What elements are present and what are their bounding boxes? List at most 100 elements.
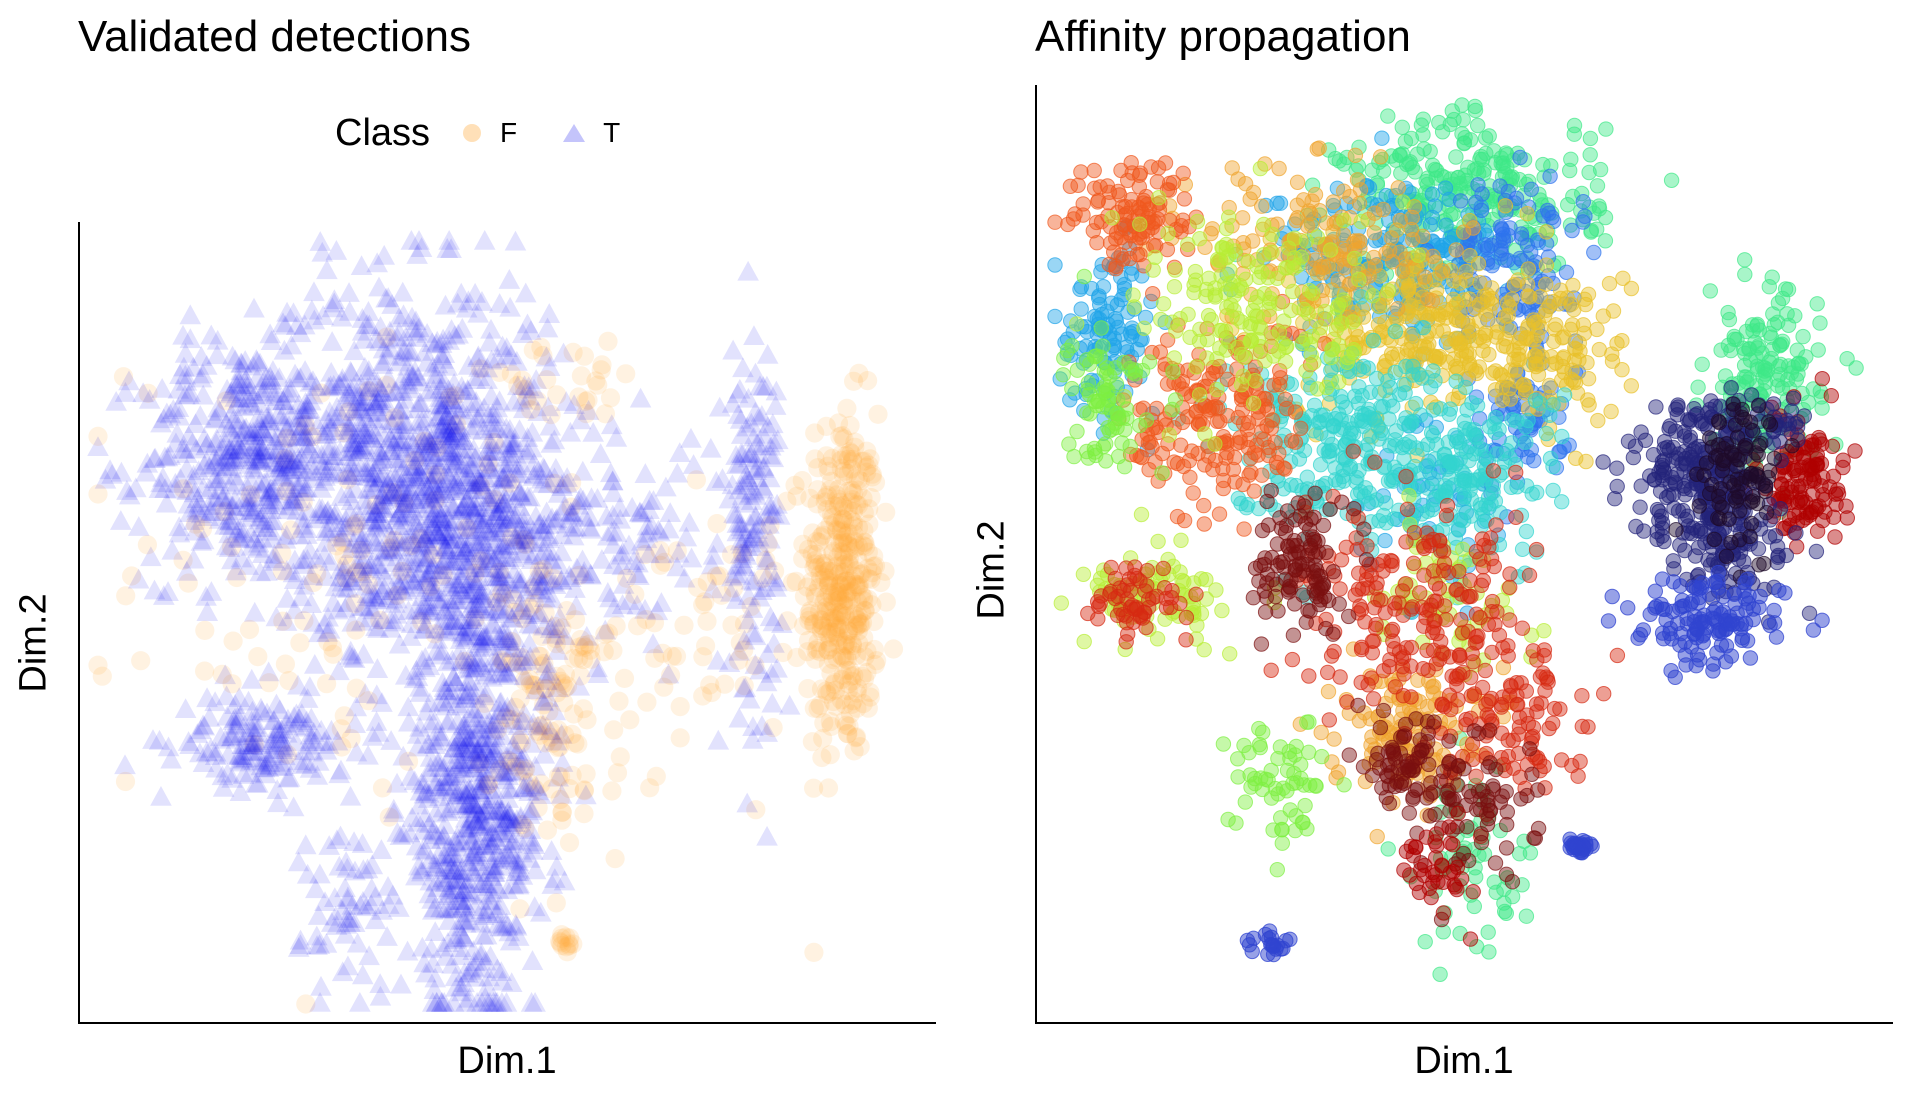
point-triangle — [471, 730, 493, 751]
point-triangle — [500, 452, 522, 473]
point-triangle — [308, 622, 330, 643]
point-triangle — [352, 890, 374, 911]
point-triangle — [366, 658, 389, 678]
point-circle — [1476, 162, 1492, 178]
point-triangle — [390, 431, 413, 452]
point-triangle — [544, 574, 567, 594]
point-triangle — [410, 533, 433, 553]
point-circle — [551, 767, 571, 787]
point-triangle — [409, 434, 432, 455]
point-triangle — [443, 615, 465, 635]
point-triangle — [459, 779, 482, 800]
point-triangle — [737, 470, 760, 490]
point-triangle — [736, 792, 758, 813]
point-triangle — [345, 696, 368, 717]
point-circle — [1761, 354, 1777, 370]
point-circle — [533, 559, 553, 580]
point-circle — [834, 498, 854, 518]
point-triangle — [349, 992, 371, 1012]
point-circle — [514, 379, 535, 399]
point-triangle — [483, 778, 505, 799]
point-triangle — [225, 714, 248, 735]
point-circle — [826, 680, 846, 700]
point-circle — [503, 653, 523, 673]
point-triangle — [469, 742, 492, 763]
point-triangle — [359, 597, 382, 617]
point-triangle — [395, 467, 418, 488]
point-triangle — [208, 479, 230, 500]
point-triangle — [529, 579, 551, 600]
point-triangle — [413, 783, 436, 804]
point-triangle — [462, 792, 484, 813]
point-triangle — [406, 442, 429, 463]
point-triangle — [212, 486, 235, 506]
point-circle — [1538, 224, 1554, 240]
point-triangle — [610, 544, 633, 565]
point-triangle — [472, 505, 495, 526]
point-triangle — [463, 846, 486, 867]
point-circle — [336, 569, 356, 589]
point-triangle — [502, 391, 525, 412]
point-triangle — [365, 616, 387, 637]
point-triangle — [745, 457, 768, 478]
point-triangle — [240, 740, 262, 761]
point-triangle — [380, 440, 403, 461]
point-triangle — [250, 478, 273, 499]
point-triangle — [336, 889, 359, 909]
point-triangle — [490, 467, 513, 488]
point-circle — [334, 706, 354, 726]
point-triangle — [446, 782, 469, 802]
point-triangle — [469, 761, 492, 782]
point-triangle — [208, 444, 231, 465]
point-triangle — [257, 404, 279, 425]
point-circle — [307, 564, 327, 584]
point-triangle — [457, 464, 480, 484]
point-triangle — [469, 627, 492, 648]
point-triangle — [439, 428, 462, 449]
point-circle — [836, 446, 856, 466]
point-triangle — [437, 879, 459, 900]
point-triangle — [432, 588, 455, 609]
point-triangle — [320, 912, 343, 932]
point-triangle — [508, 724, 530, 744]
point-circle — [876, 592, 896, 612]
point-triangle — [621, 496, 643, 517]
point-triangle — [249, 561, 272, 582]
point-triangle — [431, 413, 453, 434]
point-circle — [805, 550, 825, 571]
point-circle — [817, 485, 838, 505]
point-triangle — [429, 756, 451, 777]
point-triangle — [159, 403, 182, 424]
point-triangle — [438, 877, 461, 898]
point-triangle — [497, 468, 520, 489]
point-triangle — [446, 573, 469, 594]
point-circle — [543, 733, 563, 753]
point-triangle — [513, 375, 536, 395]
point-triangle — [411, 477, 433, 498]
point-circle — [1466, 898, 1482, 915]
point-triangle — [224, 489, 246, 509]
point-triangle — [742, 716, 764, 736]
point-triangle — [424, 581, 446, 602]
point-triangle — [492, 533, 515, 554]
point-triangle — [536, 565, 559, 585]
point-triangle — [300, 390, 322, 411]
point-triangle — [467, 751, 489, 771]
point-triangle — [144, 447, 167, 468]
point-circle — [531, 656, 552, 676]
point-triangle — [371, 382, 394, 403]
point-circle — [820, 627, 840, 647]
point-triangle — [247, 439, 270, 460]
point-triangle — [638, 489, 661, 510]
point-triangle — [281, 485, 304, 506]
point-triangle — [357, 501, 380, 522]
point-triangle — [367, 587, 390, 608]
point-circle — [594, 642, 614, 662]
point-triangle — [729, 530, 752, 551]
point-triangle — [462, 757, 484, 777]
point-triangle — [343, 478, 366, 498]
point-triangle — [450, 868, 473, 889]
point-triangle — [251, 503, 273, 523]
point-triangle — [199, 501, 222, 521]
point-triangle — [417, 524, 439, 544]
